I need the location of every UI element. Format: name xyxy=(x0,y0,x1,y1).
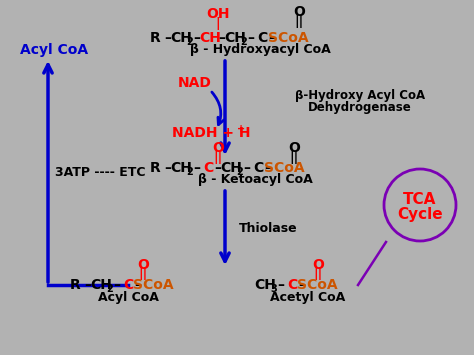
Text: –: – xyxy=(299,278,306,292)
Text: –: – xyxy=(277,278,284,292)
Text: 2: 2 xyxy=(107,284,113,294)
Text: –: – xyxy=(113,278,120,292)
Text: Acyl CoA: Acyl CoA xyxy=(20,43,88,57)
Text: –: – xyxy=(264,161,272,175)
Text: ||: || xyxy=(289,151,299,164)
Text: |: | xyxy=(216,16,220,29)
Text: R: R xyxy=(150,161,160,175)
Text: CH: CH xyxy=(254,278,276,292)
Text: C: C xyxy=(253,161,263,175)
Text: C: C xyxy=(257,31,267,45)
Text: –: – xyxy=(268,31,275,45)
Text: SCoA: SCoA xyxy=(297,278,337,292)
Text: 2: 2 xyxy=(187,167,193,177)
Text: SCoA: SCoA xyxy=(264,161,304,175)
Text: TCA: TCA xyxy=(403,192,437,208)
Text: ||: || xyxy=(313,268,323,280)
Text: Acyl CoA: Acyl CoA xyxy=(98,290,158,304)
Text: β-Hydroxy Acyl CoA: β-Hydroxy Acyl CoA xyxy=(295,88,425,102)
Text: β - Ketoacyl CoA: β - Ketoacyl CoA xyxy=(198,174,312,186)
Text: O: O xyxy=(312,258,324,272)
Text: CH: CH xyxy=(199,31,221,45)
Text: –: – xyxy=(84,278,91,292)
Text: β - Hydroxyacyl CoA: β - Hydroxyacyl CoA xyxy=(190,44,330,56)
Text: 2: 2 xyxy=(241,37,247,47)
FancyArrowPatch shape xyxy=(212,92,224,125)
Text: CH: CH xyxy=(224,31,246,45)
Text: ||: || xyxy=(294,15,304,27)
Text: 3ATP ---- ETC: 3ATP ---- ETC xyxy=(55,166,146,180)
Text: O: O xyxy=(293,5,305,19)
Text: NADH + H: NADH + H xyxy=(172,126,250,140)
Text: CH: CH xyxy=(90,278,112,292)
Text: –: – xyxy=(164,161,172,175)
Text: –: – xyxy=(164,31,172,45)
Text: –: – xyxy=(193,31,201,45)
Text: –: – xyxy=(219,31,226,45)
Text: C: C xyxy=(123,278,133,292)
Text: Dehydrogenase: Dehydrogenase xyxy=(308,102,412,115)
Text: Thiolase: Thiolase xyxy=(239,222,297,235)
Text: ||: || xyxy=(213,151,223,164)
Text: OH: OH xyxy=(206,7,230,21)
Text: CH: CH xyxy=(170,31,192,45)
Text: C: C xyxy=(203,161,213,175)
Text: –: – xyxy=(193,161,201,175)
Text: Acetyl CoA: Acetyl CoA xyxy=(270,290,346,304)
Text: R: R xyxy=(150,31,160,45)
Text: ||: || xyxy=(138,268,147,280)
Text: CH: CH xyxy=(170,161,192,175)
Text: O: O xyxy=(288,141,300,155)
Text: NAD: NAD xyxy=(178,76,212,90)
Text: –: – xyxy=(247,31,255,45)
Text: –: – xyxy=(244,161,250,175)
Text: 2: 2 xyxy=(187,37,193,47)
Text: C: C xyxy=(287,278,297,292)
Text: R: R xyxy=(70,278,81,292)
Text: CH: CH xyxy=(220,161,242,175)
Text: SCoA: SCoA xyxy=(133,278,173,292)
Text: SCoA: SCoA xyxy=(268,31,308,45)
Text: +: + xyxy=(237,124,245,134)
Text: 2: 2 xyxy=(237,167,243,177)
Text: –: – xyxy=(215,161,221,175)
Text: Cycle: Cycle xyxy=(397,208,443,223)
Text: 3: 3 xyxy=(271,284,277,294)
Text: O: O xyxy=(212,141,224,155)
Text: O: O xyxy=(137,258,149,272)
Text: –: – xyxy=(135,278,142,292)
